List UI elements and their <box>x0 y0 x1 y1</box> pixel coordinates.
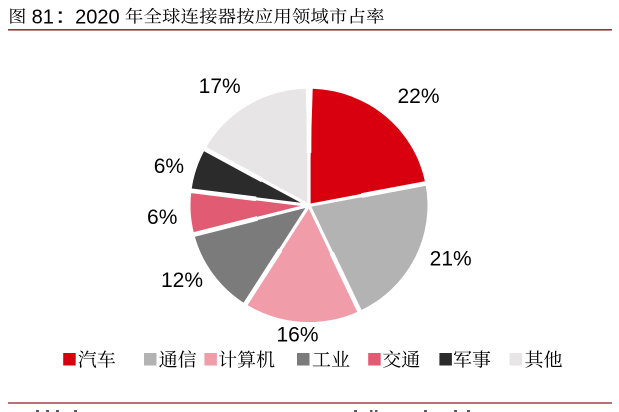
svg-text:22%: 22% <box>397 85 439 108</box>
svg-text:2020: 2020 <box>75 6 120 28</box>
svg-text:17%: 17% <box>199 75 241 98</box>
svg-text:12%: 12% <box>161 269 203 292</box>
svg-text:6%: 6% <box>147 206 177 229</box>
svg-text:6%: 6% <box>154 155 184 178</box>
svg-text:21%: 21% <box>430 248 472 271</box>
svg-text:16%: 16% <box>276 324 318 347</box>
svg-text:81: 81 <box>32 6 54 28</box>
